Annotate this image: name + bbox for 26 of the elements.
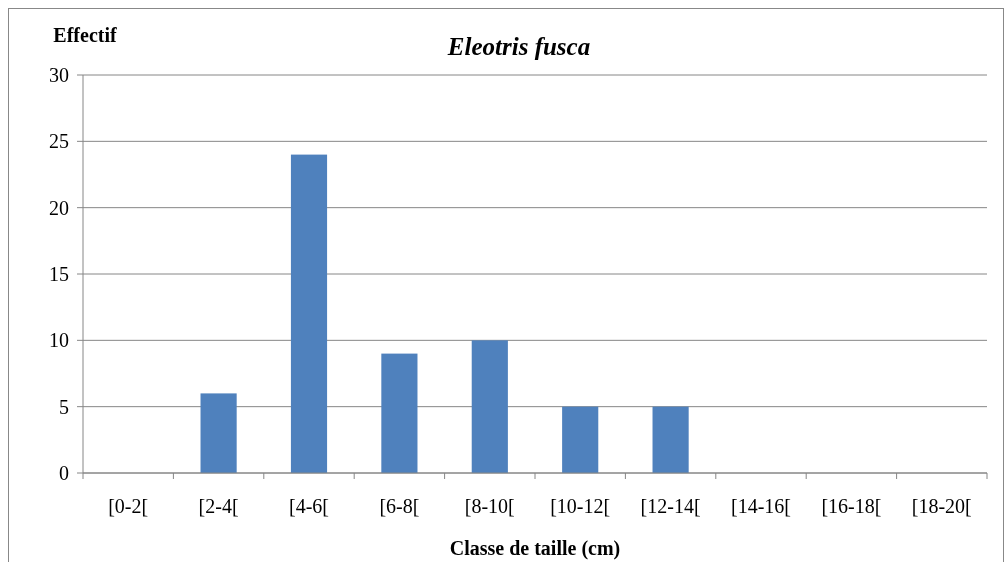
chart-title: Eleotris fusca xyxy=(446,33,591,60)
x-tick-label: [14-16[ xyxy=(731,495,791,517)
bar xyxy=(381,353,418,473)
y-tick-label: 10 xyxy=(49,329,69,352)
y-tick-label: 30 xyxy=(49,64,69,86)
x-tick-label: [16-18[ xyxy=(821,495,882,517)
y-tick-label: 15 xyxy=(49,263,69,285)
bar xyxy=(471,340,508,473)
y-axis-title: Effectif xyxy=(53,24,117,46)
bar xyxy=(562,406,599,473)
x-tick-label: [8-10[ xyxy=(464,495,515,517)
y-tick-label: 5 xyxy=(59,395,69,418)
x-tick-label: [10-12[ xyxy=(550,495,611,517)
bar xyxy=(200,393,237,473)
x-tick-label: [2-4[ xyxy=(198,495,239,517)
y-tick-label: 20 xyxy=(49,196,69,219)
x-tick-label: [18-20[ xyxy=(911,495,972,517)
bar xyxy=(652,406,689,473)
y-tick-label: 0 xyxy=(59,462,69,484)
y-tick-label: 25 xyxy=(49,130,69,153)
x-tick-label: [12-14[ xyxy=(640,495,701,517)
x-tick-label: [4-6[ xyxy=(289,495,329,517)
bar xyxy=(290,154,328,473)
x-axis-title: Classe de taille (cm) xyxy=(449,537,621,560)
x-tick-label: [6-8[ xyxy=(379,495,420,517)
x-tick-label: [0-2[ xyxy=(108,495,149,517)
